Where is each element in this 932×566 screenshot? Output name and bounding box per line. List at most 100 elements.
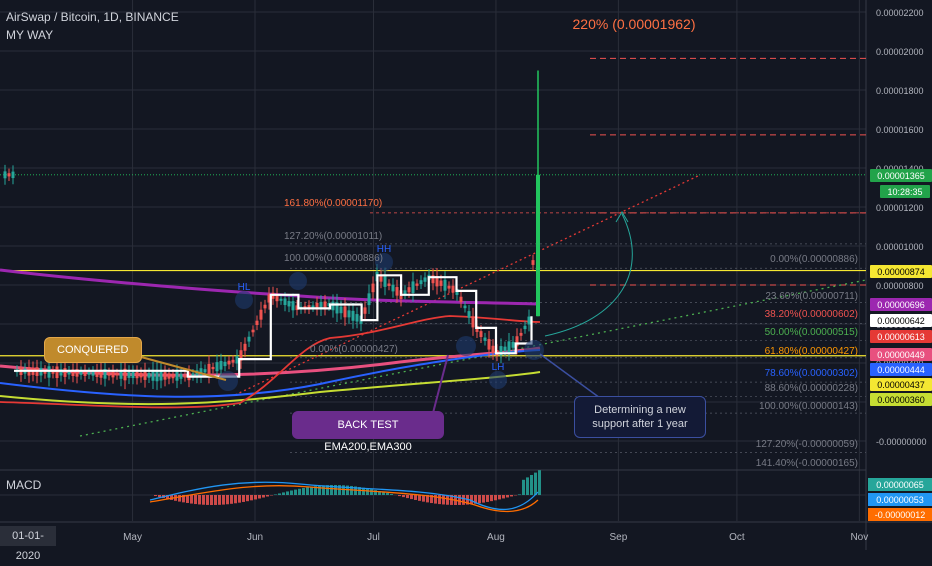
macd-histogram-bar (190, 495, 193, 504)
date-range-box[interactable]: 01-01-2020 (0, 526, 56, 546)
candle (144, 370, 147, 379)
macd-histogram-bar (230, 495, 233, 504)
backtest-connector (433, 355, 448, 413)
macd-histogram-bar (154, 495, 157, 496)
swing-marker (489, 371, 507, 389)
candle (140, 373, 143, 378)
candle (236, 356, 239, 363)
candle (420, 280, 423, 284)
swing-label: HL (238, 282, 251, 293)
candle (48, 366, 51, 377)
macd-histogram-bar (302, 488, 305, 495)
macd-histogram-bar (298, 489, 301, 495)
candle (284, 299, 287, 306)
macd-histogram-bar (198, 495, 201, 504)
macd-histogram-bar (238, 495, 241, 503)
candle (164, 372, 167, 380)
candle (368, 293, 371, 305)
candle (344, 306, 347, 317)
macd-histogram-bar (522, 480, 525, 495)
x-tick-label: Jul (367, 532, 380, 543)
candle (160, 371, 163, 380)
macd-histogram-bar (202, 495, 205, 505)
candle (448, 286, 451, 289)
macd-histogram-bar (286, 491, 289, 495)
fib-retracement-label: 88.60%(0.00000228) (765, 383, 858, 394)
macd-histogram-bar (218, 495, 221, 505)
swing-marker (456, 336, 476, 356)
back-test-callout: BACK TEST EMA200,EMA300 (292, 411, 444, 439)
candle (480, 331, 483, 337)
macd-histogram-bar (458, 495, 461, 505)
candle (364, 307, 367, 313)
macd-histogram-bar (206, 495, 209, 505)
fib-retracement-label: 100.00%(0.00000143) (759, 401, 858, 412)
price-tag-label: 0.00000444 (877, 365, 925, 375)
candle (168, 373, 171, 378)
spike-candle (536, 175, 540, 316)
macd-histogram-bar (322, 485, 325, 495)
y-tick-label: 0.00000800 (876, 281, 924, 291)
candle (388, 283, 391, 286)
fib-retracement-label: 141.40%(-0.00000165) (756, 458, 858, 469)
macd-histogram-bar (414, 495, 417, 500)
macd-histogram-bar (386, 493, 389, 495)
candle (176, 372, 179, 381)
y-tick-label: 0.00002200 (876, 8, 924, 18)
macd-histogram-bar (498, 495, 501, 499)
fib-retracement-label: 0.00%(0.00000886) (770, 254, 858, 265)
macd-histogram-bar (234, 495, 237, 503)
macd-histogram-bar (294, 490, 297, 495)
candle (92, 371, 95, 375)
candle (172, 374, 175, 378)
candle (508, 341, 511, 352)
price-tag-label: 0.00000360 (877, 395, 925, 405)
swing-marker (289, 272, 307, 290)
fib-retracement-label: 23.60%(0.00000711) (765, 291, 858, 302)
macd-histogram-bar (530, 475, 533, 495)
price-tag-label: 10:28:35 (887, 187, 922, 197)
price-tag-label: 0.00000696 (877, 300, 925, 310)
candle (292, 301, 295, 310)
candle (128, 371, 131, 377)
x-tick-label: Oct (729, 532, 745, 543)
price-tag-label: 0.00000642 (877, 316, 925, 326)
fib-retracement-label: 61.80%(0.00000427) (765, 346, 858, 357)
macd-histogram-bar (258, 495, 261, 499)
candle (116, 373, 119, 375)
candle (260, 310, 263, 320)
candle (352, 311, 355, 321)
candle (224, 362, 227, 366)
macd-histogram-bar (194, 495, 197, 504)
candle (412, 281, 415, 293)
macd-title: MACD (6, 478, 42, 492)
macd-tag-label: -0.00000012 (875, 510, 926, 520)
chart-subtitle: MY WAY (6, 28, 53, 42)
price-tag-label: 0.00000449 (877, 350, 925, 360)
candle (8, 173, 11, 176)
candle (64, 368, 67, 377)
candle (204, 369, 207, 372)
price-tag-label: 0.00000437 (877, 380, 925, 390)
candle (136, 372, 139, 379)
x-tick-label: Jun (247, 532, 263, 543)
macd-histogram-bar (410, 495, 413, 499)
x-tick-label: Sep (610, 532, 628, 543)
macd-histogram-bar (222, 495, 225, 505)
fib-retracement-label: 127.20%(-0.00000059) (756, 439, 858, 450)
macd-histogram-bar (490, 495, 493, 501)
y-tick-label: 0.00001800 (876, 86, 924, 96)
candle (216, 362, 219, 371)
candle (4, 171, 7, 178)
candle (248, 337, 251, 342)
candle (504, 347, 507, 351)
x-tick-label: May (123, 532, 142, 543)
candle (472, 316, 475, 327)
y-tick-label: 0.00001200 (876, 203, 924, 213)
candle (252, 330, 255, 333)
candle (532, 260, 535, 265)
macd-histogram-bar (250, 495, 253, 500)
candle (184, 376, 187, 378)
candle (356, 314, 359, 321)
macd-histogram-bar (534, 473, 537, 495)
